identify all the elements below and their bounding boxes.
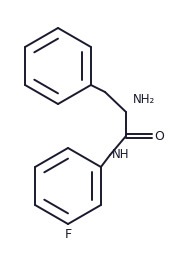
Text: F: F <box>65 228 72 241</box>
Text: O: O <box>154 130 164 142</box>
Text: NH: NH <box>112 149 129 162</box>
Text: NH₂: NH₂ <box>133 93 155 106</box>
